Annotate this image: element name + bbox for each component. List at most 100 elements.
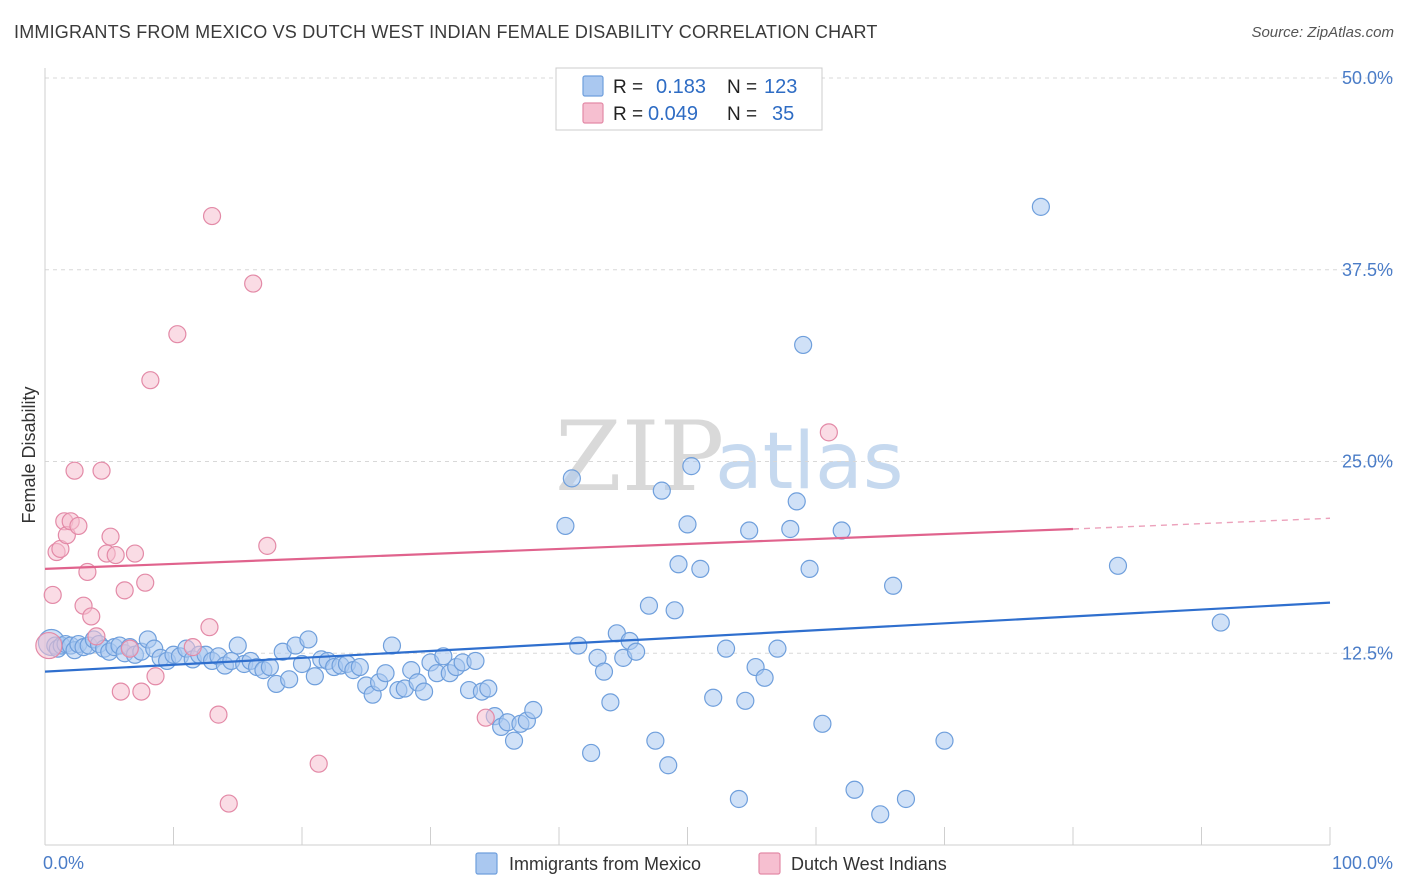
dutch-west-indian-point-31 — [244, 274, 263, 293]
trend-line-dutch-west-indian-extension — [1072, 517, 1331, 530]
mexico-point-103 — [729, 789, 749, 809]
dutch-west-indian-point-28 — [202, 206, 222, 226]
y-axis-label: Female Disability — [19, 386, 39, 523]
axes — [44, 68, 1331, 846]
y-tick-label-2: 37.5% — [1342, 260, 1393, 280]
dutch-west-indian-point-35 — [819, 423, 838, 442]
mexico-point-120 — [1031, 197, 1050, 216]
legend-r-value-pink: 0.049 — [648, 103, 698, 125]
dutch-west-indian-point-20 — [125, 544, 145, 563]
dutch-west-indian-point-8 — [69, 516, 88, 536]
mexico-point-84 — [582, 743, 601, 763]
mexico-point-112 — [800, 559, 819, 578]
mexico-point-105 — [740, 521, 759, 540]
mexico-point-108 — [768, 639, 787, 658]
trend-lines — [44, 517, 1331, 673]
dutch-west-indian-point-17 — [111, 682, 130, 701]
bottom-legend-swatch-blue — [475, 852, 498, 875]
mexico-point-97 — [669, 555, 688, 574]
x-tick-label-0: 0.0% — [43, 853, 84, 873]
dutch-west-indian-point-27 — [200, 618, 219, 637]
mexico-point-83 — [569, 636, 588, 655]
mexico-point-45 — [299, 630, 318, 649]
mexico-point-115 — [845, 780, 864, 799]
dutch-west-indian-point-33 — [309, 754, 328, 773]
dutch-west-indian-point-15 — [101, 527, 120, 546]
y-tick-label-3: 50.0% — [1342, 68, 1393, 88]
mexico-point-63 — [414, 682, 434, 701]
mexico-point-104 — [736, 691, 755, 710]
mexico-point-100 — [691, 559, 710, 578]
series-dutch-west-indians-points — [35, 206, 838, 813]
chart-title: IMMIGRANTS FROM MEXICO VS DUTCH WEST IND… — [14, 22, 878, 42]
mexico-point-95 — [659, 756, 678, 775]
trend-line-mexico — [44, 601, 1331, 673]
legend-swatch-pink — [582, 102, 604, 124]
legend-n-label-blue: N = — [727, 77, 757, 98]
mexico-point-99 — [682, 457, 701, 476]
mexico-point-80 — [524, 700, 543, 720]
series-legend: Immigrants from Mexico Dutch West Indian… — [475, 852, 947, 875]
mexico-point-77 — [504, 731, 524, 750]
mexico-point-96 — [665, 601, 684, 620]
bottom-legend-label-pink: Dutch West Indians — [791, 854, 947, 874]
legend-swatch-blue — [582, 75, 604, 97]
mexico-point-110 — [787, 492, 806, 511]
mexico-point-121 — [1108, 556, 1128, 575]
dutch-west-indian-point-13 — [92, 461, 111, 480]
legend-n-label-pink: N = — [727, 104, 757, 125]
mexico-point-114 — [832, 521, 851, 540]
mexico-point-39 — [260, 657, 279, 677]
mexico-point-66 — [434, 647, 453, 666]
dutch-west-indian-point-18 — [115, 581, 134, 600]
dutch-west-indian-point-30 — [219, 794, 238, 813]
mexico-point-57 — [376, 664, 395, 683]
mexico-point-92 — [639, 596, 659, 615]
mexico-point-42 — [280, 670, 299, 689]
source-credit: Source: ZipAtlas.com — [1251, 24, 1394, 41]
mexico-point-102 — [716, 639, 736, 658]
mexico-point-109 — [781, 519, 800, 539]
dutch-west-indian-point-24 — [146, 667, 165, 686]
dutch-west-indian-point-16 — [106, 545, 125, 565]
dutch-west-indian-point-0 — [35, 631, 63, 660]
mexico-point-87 — [601, 693, 620, 712]
dutch-west-indian-point-23 — [141, 371, 160, 390]
mexico-point-116 — [871, 805, 890, 824]
dutch-west-indian-point-21 — [132, 682, 151, 701]
mexico-point-111 — [794, 335, 813, 355]
mexico-point-34 — [228, 636, 247, 655]
dutch-west-indian-point-26 — [183, 638, 202, 657]
mexico-point-113 — [813, 714, 832, 733]
legend-r-label-blue: R = — [613, 77, 643, 98]
dutch-west-indian-point-12 — [87, 627, 106, 646]
mexico-point-101 — [704, 688, 723, 707]
legend-n-value-pink: 35 — [772, 103, 794, 125]
legend-r-label-pink: R = — [613, 104, 643, 125]
legend-r-value-blue: 0.183 — [656, 76, 706, 98]
dutch-west-indian-point-19 — [120, 639, 139, 658]
dutch-west-indian-point-25 — [168, 325, 187, 344]
mexico-point-117 — [883, 576, 903, 595]
bottom-legend-swatch-pink — [758, 852, 781, 875]
mexico-point-86 — [594, 662, 614, 681]
tick-labels: 12.5% 25.0% 37.5% 50.0% 0.0% 100.0% — [43, 68, 1393, 873]
dutch-west-indian-point-7 — [65, 461, 84, 480]
mexico-point-58 — [382, 636, 402, 655]
dutch-west-indian-point-11 — [82, 607, 101, 626]
gridlines — [45, 77, 1395, 654]
mexico-point-91 — [626, 642, 646, 661]
legend-n-value-blue: 123 — [764, 76, 797, 98]
bottom-legend-label-blue: Immigrants from Mexico — [509, 854, 701, 874]
mexico-point-81 — [556, 516, 575, 536]
watermark-zip: ZIP — [555, 401, 724, 513]
dutch-west-indian-point-22 — [136, 573, 155, 592]
x-tick-label-1: 100.0% — [1332, 853, 1393, 873]
mexico-point-122 — [1211, 613, 1230, 632]
mexico-point-98 — [678, 515, 697, 534]
mexico-point-71 — [466, 651, 485, 671]
mexico-point-119 — [935, 731, 954, 750]
mexico-point-82 — [562, 469, 581, 488]
stats-legend: R = 0.183 N = 123 R = 0.049 N = 35 — [555, 67, 823, 131]
